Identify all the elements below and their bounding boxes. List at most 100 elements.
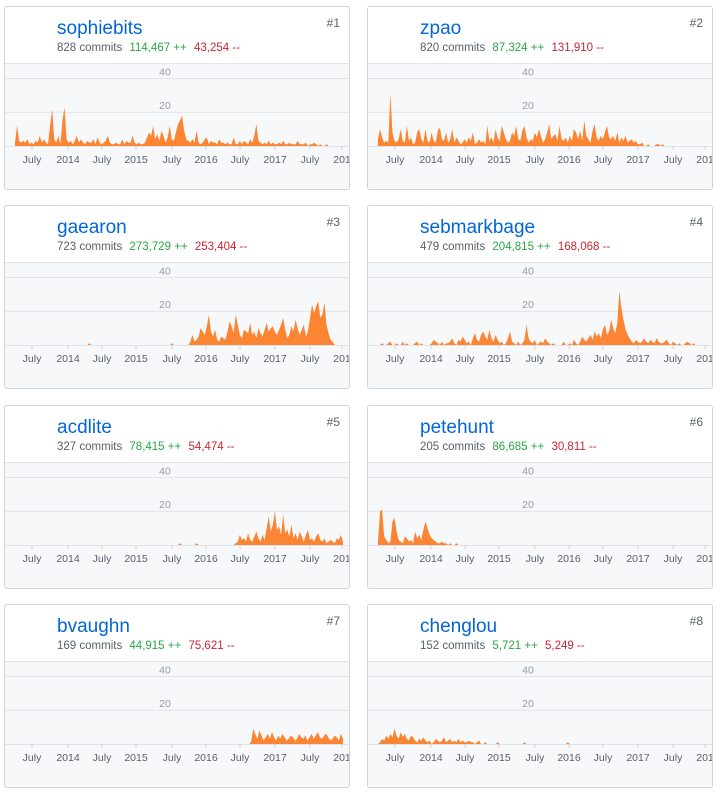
contributor-card: gaearon 723 commits 273,729 ++ 253,404 -…: [4, 205, 350, 389]
x-tick-label: 201: [696, 353, 713, 365]
x-tick-label: 201: [333, 752, 350, 764]
commits-label: commits: [442, 241, 486, 253]
additions-label: ++: [174, 241, 188, 253]
x-tick-label: July: [301, 154, 320, 166]
x-tick-label: 2015: [487, 553, 511, 565]
contributor-name-link[interactable]: sophiebits: [57, 18, 143, 39]
contributor-rank: #2: [689, 16, 703, 30]
x-tick-label: 2017: [626, 752, 650, 764]
x-tick-label: 2015: [487, 154, 511, 166]
deletions-count: 5,249 --: [545, 640, 585, 652]
y-tick-label: 40: [159, 66, 171, 78]
contributor-name-link[interactable]: petehunt: [420, 417, 494, 438]
x-tick-label: 2014: [56, 154, 80, 166]
additions-label: ++: [173, 42, 187, 54]
card-header: zpao 820 commits 87,324 ++ 131,910 -- #2: [368, 7, 712, 64]
x-tick-label: July: [594, 553, 613, 565]
contributor-name-link[interactable]: gaearon: [57, 217, 127, 238]
additions-value: 114,467: [129, 42, 171, 54]
additions-count: 44,915 ++: [129, 640, 181, 652]
x-tick-label: July: [594, 154, 613, 166]
x-tick-label: July: [93, 752, 112, 764]
deletions-count: 54,474 --: [188, 441, 234, 453]
x-tick-label: July: [386, 353, 405, 365]
card-header: petehunt 205 commits 86,685 ++ 30,811 --…: [368, 406, 712, 463]
commit-count: 723: [57, 241, 77, 253]
x-tick-label: July: [664, 154, 683, 166]
x-tick-label: July: [664, 553, 683, 565]
x-tick-label: 2014: [56, 353, 80, 365]
contributor-stats: 169 commits 44,915 ++ 75,621 --: [57, 639, 235, 653]
x-tick-label: July: [163, 553, 182, 565]
x-tick-label: 2015: [124, 353, 148, 365]
x-tick-label: 2014: [419, 353, 443, 365]
x-tick-label: July: [231, 752, 250, 764]
deletions-value: 43,254: [193, 42, 230, 54]
x-tick-label: 2016: [557, 752, 581, 764]
contributor-stats: 828 commits 114,467 ++ 43,254 --: [57, 41, 240, 55]
card-header: sophiebits 828 commits 114,467 ++ 43,254…: [5, 7, 349, 64]
commits-label: commits: [79, 640, 123, 652]
commit-activity-chart: 20 40 July 2014 July 2015 July 2016 July 2017 July…: [5, 465, 349, 565]
commits-label: commits: [442, 42, 486, 54]
deletions-label: --: [596, 42, 604, 54]
deletions-value: 253,404: [194, 241, 237, 253]
contributor-name-link[interactable]: zpao: [420, 18, 462, 39]
x-tick-label: July: [231, 553, 250, 565]
contributor-rank: #4: [689, 215, 703, 229]
x-tick-label: July: [23, 752, 42, 764]
commits-label: commits: [79, 441, 123, 453]
x-tick-label: 2015: [487, 353, 511, 365]
card-header: sebmarkbage 479 commits 204,815 ++ 168,0…: [368, 206, 712, 263]
additions-count: 114,467 ++: [129, 42, 186, 54]
additions-label: ++: [530, 441, 545, 453]
x-tick-label: July: [23, 553, 42, 565]
commit-area-series: [15, 728, 343, 744]
contributor-name-link[interactable]: sebmarkbage: [420, 217, 536, 238]
x-tick-label: July: [456, 553, 475, 565]
deletions-label: --: [232, 42, 241, 54]
x-tick-label: July: [526, 553, 545, 565]
contributor-name-link[interactable]: bvaughn: [57, 616, 130, 637]
commit-area-series: [378, 509, 706, 545]
contributor-name-link[interactable]: acdlite: [57, 417, 112, 438]
contributor-name-link[interactable]: chenglou: [420, 616, 498, 637]
x-tick-label: 201: [696, 154, 713, 166]
additions-value: 5,721: [492, 640, 522, 652]
x-tick-label: July: [163, 154, 182, 166]
contributor-rank: #1: [326, 16, 340, 30]
additions-value: 86,685: [492, 441, 528, 453]
x-tick-label: 201: [333, 353, 350, 365]
deletions-count: 30,811 --: [551, 441, 596, 453]
contributor-card: acdlite 327 commits 78,415 ++ 54,474 -- …: [4, 405, 350, 589]
commit-area-series: [378, 728, 706, 744]
contributor-stats: 479 commits 204,815 ++ 168,068 --: [420, 240, 610, 254]
deletions-count: 75,621 --: [188, 640, 234, 652]
card-header: chenglou 152 commits 5,721 ++ 5,249 -- #…: [368, 605, 712, 662]
commit-activity-chart: 20 40 July 2014 July 2015 July 2016 July 2017 July…: [368, 664, 712, 764]
x-tick-label: July: [163, 353, 182, 365]
commit-count: 169: [57, 640, 77, 652]
deletions-count: 131,910 --: [551, 42, 603, 54]
deletions-value: 54,474: [188, 441, 224, 453]
x-tick-label: July: [93, 154, 112, 166]
additions-value: 273,729: [129, 241, 171, 253]
contributor-stats: 327 commits 78,415 ++ 54,474 --: [57, 440, 235, 454]
x-tick-label: 2016: [194, 353, 218, 365]
x-tick-label: 2016: [557, 154, 581, 166]
x-tick-label: July: [526, 752, 545, 764]
contributor-card: petehunt 205 commits 86,685 ++ 30,811 --…: [367, 405, 713, 589]
deletions-label: --: [226, 441, 235, 453]
commit-area-series: [15, 301, 343, 345]
contributor-rank: #3: [326, 215, 340, 229]
x-tick-label: 2015: [124, 154, 148, 166]
x-tick-label: 2016: [194, 154, 218, 166]
additions-label: ++: [530, 42, 545, 54]
additions-count: 5,721 ++: [492, 640, 537, 652]
commit-area-series: [15, 107, 343, 146]
x-tick-label: 2014: [419, 154, 443, 166]
x-tick-label: July: [594, 752, 613, 764]
deletions-label: --: [602, 241, 611, 253]
additions-label: ++: [524, 640, 538, 652]
x-tick-label: July: [594, 353, 613, 365]
